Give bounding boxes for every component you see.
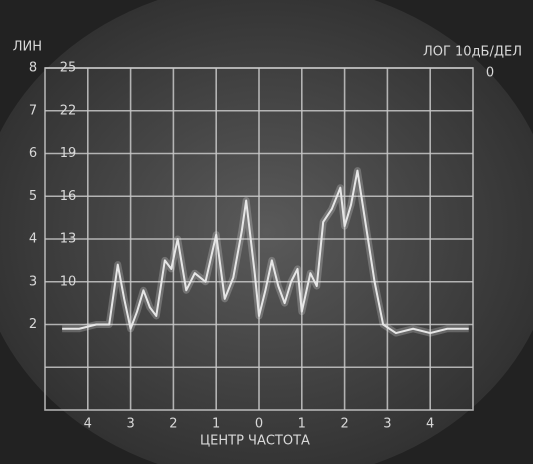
y-label: ЛИН — [13, 40, 42, 55]
x-tick-label: 1 — [212, 417, 220, 432]
y-tick-label: 2 — [29, 317, 37, 332]
y2-tick-label: 13 — [60, 232, 77, 247]
x-tick-label: 2 — [340, 417, 348, 432]
trace — [62, 169, 469, 335]
y-tick-label: 7 — [29, 103, 37, 118]
x-label: ЦЕНТР ЧАСТОТА — [200, 434, 310, 449]
y-tick-label: 5 — [29, 189, 37, 204]
scale-label: ЛОГ 10дБ/ДЕЛ — [423, 45, 522, 60]
y2-tick-label: 22 — [60, 103, 77, 118]
reference-label: 0 — [486, 66, 494, 81]
y2-tick-label: 16 — [60, 189, 77, 204]
y2-tick-label: 10 — [60, 274, 77, 289]
x-tick-label: 4 — [84, 417, 92, 432]
x-tick-label: 0 — [255, 417, 263, 432]
x-tick-label: 1 — [298, 417, 306, 432]
y2-tick-label: 25 — [60, 61, 77, 76]
x-tick-label: 2 — [169, 417, 177, 432]
y2-tick-label: 19 — [60, 146, 77, 161]
y-tick-label: 4 — [29, 232, 37, 247]
x-tick-label: 4 — [426, 417, 434, 432]
y-tick-label: 6 — [29, 146, 37, 161]
y-tick-label: 8 — [29, 61, 37, 76]
y-tick-label: 3 — [29, 274, 37, 289]
x-tick-label: 3 — [126, 417, 134, 432]
x-tick-label: 3 — [383, 417, 391, 432]
